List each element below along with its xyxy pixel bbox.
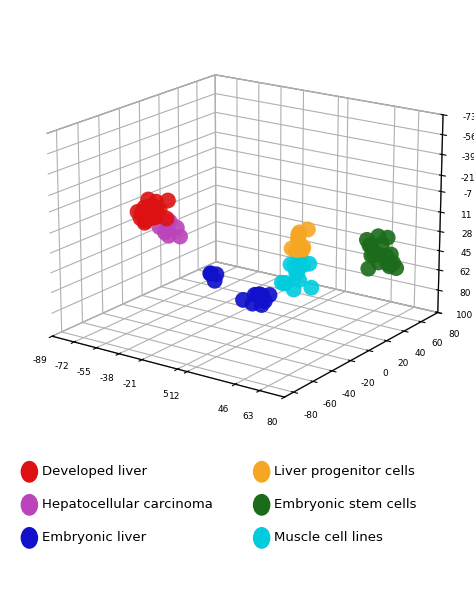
Text: Developed liver: Developed liver bbox=[42, 465, 147, 478]
Text: Liver progenitor cells: Liver progenitor cells bbox=[274, 465, 415, 478]
Text: Embryonic stem cells: Embryonic stem cells bbox=[274, 498, 417, 511]
Text: Hepatocellular carcinoma: Hepatocellular carcinoma bbox=[42, 498, 212, 511]
Text: Embryonic liver: Embryonic liver bbox=[42, 531, 146, 545]
Text: Muscle cell lines: Muscle cell lines bbox=[274, 531, 383, 545]
